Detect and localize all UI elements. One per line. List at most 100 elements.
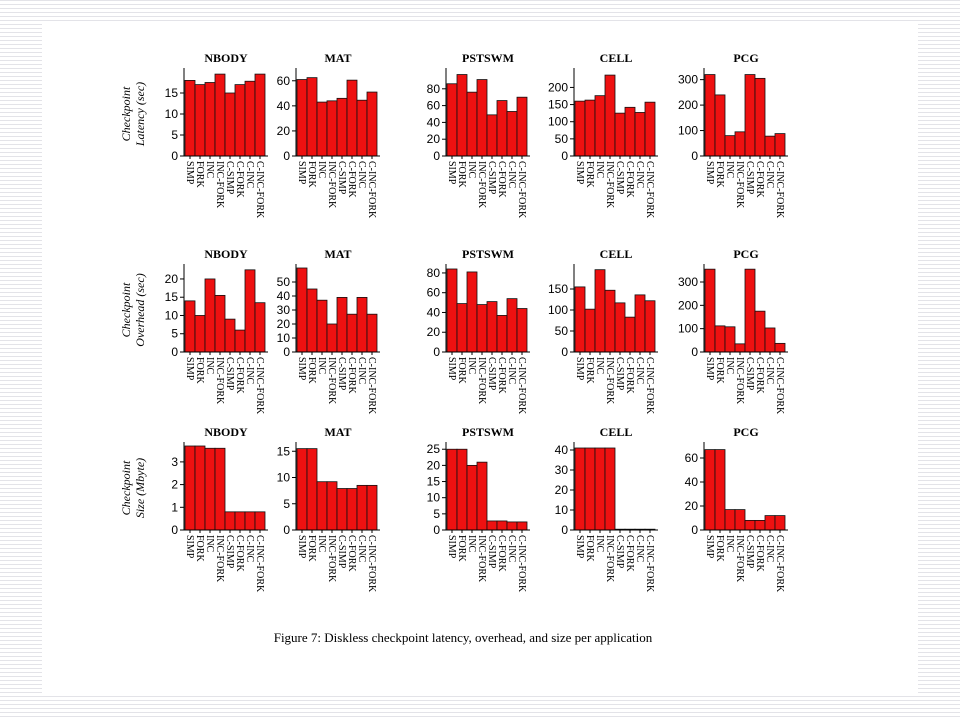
bar	[734, 509, 746, 531]
y-tick-label: 60	[427, 99, 441, 113]
x-tick-label: INC	[316, 357, 327, 375]
x-tick-label: C-SIMP	[614, 535, 625, 569]
x-tick-label: FORK	[456, 357, 467, 384]
chart-nbody-0: NBODY 0 5 10 15 SIMP FORK INC INC-FORK C-SIMP C-FO…	[165, 51, 268, 219]
y-tick-label: 10	[165, 107, 179, 121]
bar	[714, 325, 726, 353]
x-tick-label: C-SIMP	[486, 535, 497, 569]
x-tick-label: C-INC	[764, 161, 775, 189]
bar	[456, 74, 468, 157]
y-tick-label: 40	[277, 289, 291, 303]
x-tick-label: C-INC	[356, 161, 367, 189]
row-label-line1: Checkpoint	[119, 460, 133, 515]
x-tick-label: INC-FORK	[604, 161, 615, 209]
bar	[316, 299, 328, 353]
x-tick-label: C-INC-FORK	[644, 535, 655, 593]
x-tick-label: C-INC-FORK	[774, 357, 785, 415]
x-tick-label: INC	[466, 161, 477, 179]
bar	[496, 315, 508, 353]
bar	[346, 313, 358, 353]
chart-title: MAT	[324, 51, 351, 65]
y-tick-label: 20	[277, 317, 291, 331]
row-label-0: Checkpoint Latency (sec)	[119, 82, 147, 147]
bar	[184, 300, 196, 353]
x-tick-label: C-INC-FORK	[254, 535, 265, 593]
y-tick-label: 150	[548, 98, 568, 112]
bar	[754, 519, 766, 531]
bar	[704, 449, 716, 531]
bar	[466, 271, 478, 353]
y-tick-label: 25	[427, 442, 441, 456]
bar	[346, 79, 358, 157]
bar	[336, 97, 348, 157]
bar	[366, 313, 378, 353]
chart-title: MAT	[324, 247, 351, 261]
bar	[774, 133, 786, 157]
y-tick-label: 20	[277, 124, 291, 138]
y-tick-label: 40	[277, 99, 291, 113]
x-tick-label: FORK	[306, 161, 317, 188]
y-tick-label: 50	[277, 275, 291, 289]
x-tick-label: SIMP	[296, 357, 307, 381]
x-tick-label: C-INC-FORK	[366, 357, 377, 415]
x-tick-label: C-SIMP	[336, 357, 347, 391]
y-tick-label: 5	[171, 327, 178, 341]
bar	[306, 77, 318, 157]
bar	[634, 294, 646, 353]
x-tick-label: C-SIMP	[486, 161, 497, 195]
bar	[234, 329, 246, 353]
bar	[604, 447, 616, 531]
y-tick-label: 20	[427, 325, 441, 339]
x-tick-label: INC	[204, 161, 215, 179]
x-tick-label: SIMP	[296, 535, 307, 559]
chart-nbody-2: NBODY 0 1 2 3 SIMP FORK INC INC-FORK C-SIMP C-FORK…	[171, 425, 268, 593]
bar	[204, 447, 216, 531]
bar	[214, 447, 226, 531]
bar	[254, 302, 266, 353]
x-tick-label: FORK	[456, 535, 467, 562]
y-tick-label: 15	[277, 444, 291, 458]
x-tick-label: INC-FORK	[734, 161, 745, 209]
bar	[574, 286, 586, 353]
y-tick-label: 60	[685, 451, 699, 465]
bar	[764, 327, 776, 353]
x-tick-label: SIMP	[704, 357, 715, 381]
bar	[184, 445, 196, 531]
x-tick-label: C-INC	[764, 535, 775, 563]
x-tick-label: C-INC-FORK	[366, 161, 377, 219]
bar	[486, 114, 498, 157]
bar	[446, 83, 458, 157]
bar	[486, 301, 498, 353]
x-tick-label: INC-FORK	[326, 161, 337, 209]
bar	[744, 519, 756, 531]
x-tick-label: C-SIMP	[224, 161, 235, 195]
x-tick-label: SIMP	[704, 535, 715, 559]
y-tick-label: 20	[685, 499, 699, 513]
y-tick-label: 50	[555, 324, 569, 338]
bar	[356, 296, 368, 353]
y-tick-label: 150	[548, 282, 568, 296]
bar	[244, 511, 256, 531]
bar	[224, 511, 236, 531]
y-tick-label: 15	[165, 290, 179, 304]
x-tick-label: C-FORK	[496, 535, 507, 572]
bar	[574, 447, 586, 531]
x-tick-label: SIMP	[574, 161, 585, 185]
bar	[446, 268, 458, 353]
bar	[734, 343, 746, 353]
bar	[214, 73, 226, 157]
bar	[516, 308, 528, 353]
bar	[234, 511, 246, 531]
x-tick-label: C-SIMP	[224, 357, 235, 391]
x-tick-label: C-FORK	[346, 357, 357, 394]
bar	[336, 488, 348, 531]
y-tick-label: 5	[433, 507, 440, 521]
x-tick-label: INC-FORK	[326, 535, 337, 583]
y-tick-label: 100	[678, 124, 698, 138]
x-tick-label: C-FORK	[346, 535, 357, 572]
x-tick-label: C-INC-FORK	[516, 357, 527, 415]
y-tick-label: 30	[277, 303, 291, 317]
bar	[724, 326, 736, 353]
